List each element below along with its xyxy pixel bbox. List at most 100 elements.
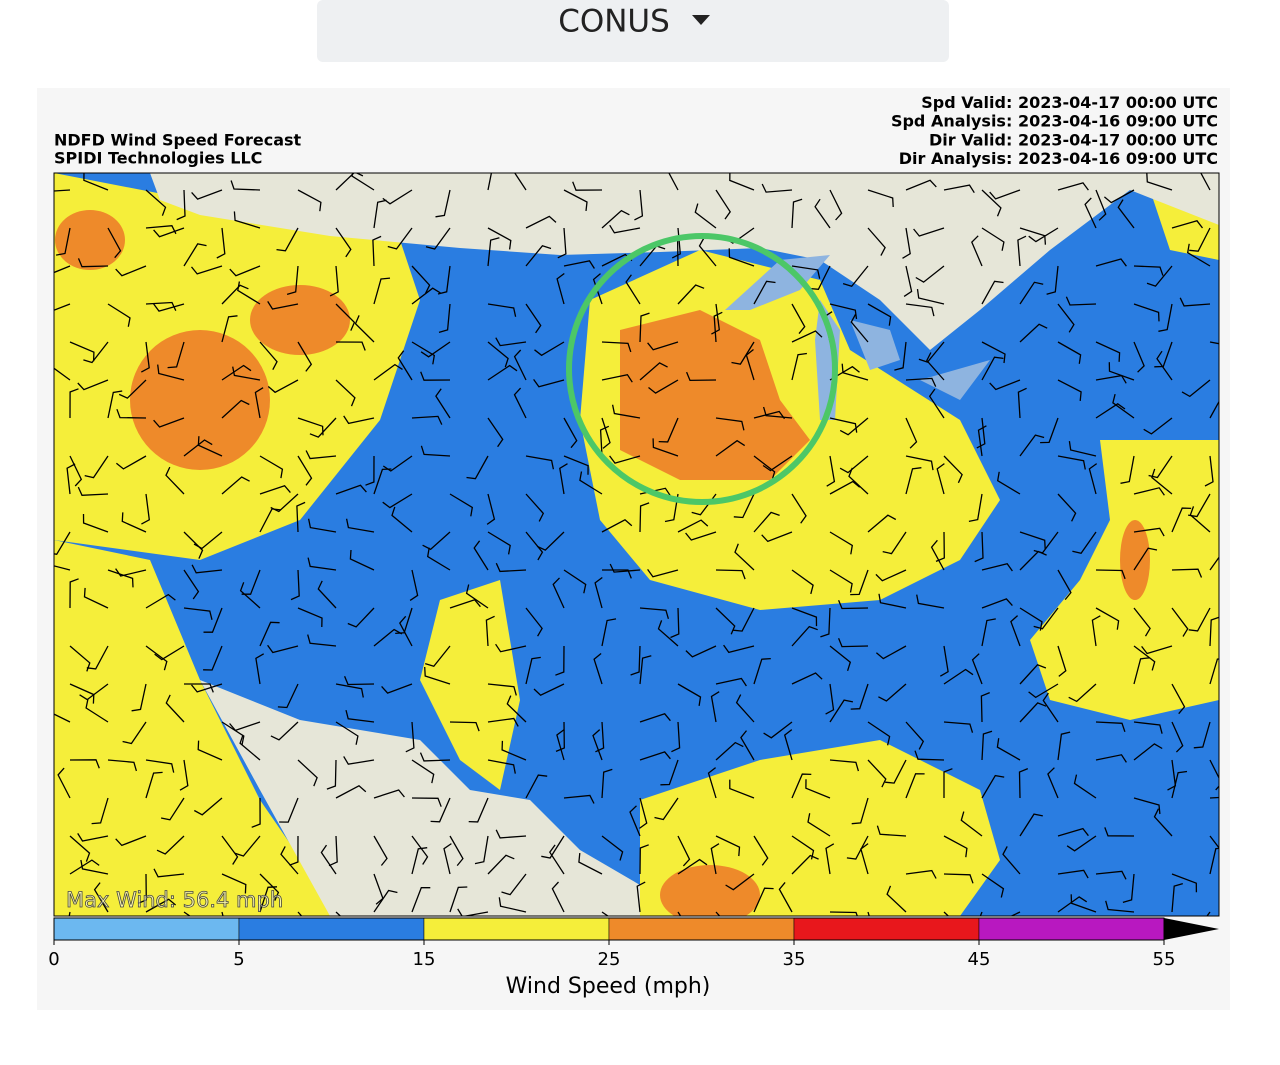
barb <box>1117 199 1135 229</box>
barb <box>791 265 821 279</box>
barb <box>107 303 131 327</box>
barb <box>233 211 261 229</box>
barb <box>677 284 705 305</box>
barb <box>1153 808 1173 837</box>
barb <box>115 265 147 277</box>
barb <box>943 184 975 194</box>
barb <box>525 303 542 334</box>
barb <box>165 694 185 723</box>
dropdown[interactable] <box>317 0 949 62</box>
colorbar: 0 5 15 25 35 45 55 <box>48 917 1219 970</box>
barb <box>411 759 435 784</box>
barb <box>698 237 717 267</box>
barb <box>297 607 323 628</box>
barb <box>745 348 755 381</box>
barb <box>259 455 284 479</box>
barb <box>86 645 109 670</box>
barb <box>715 569 746 580</box>
barb <box>449 835 464 867</box>
barb <box>707 767 717 799</box>
barb <box>317 580 337 609</box>
barb <box>290 569 300 601</box>
barb <box>335 721 359 745</box>
barb <box>1156 350 1173 381</box>
barb <box>297 341 313 372</box>
barb <box>981 227 1005 251</box>
barb <box>154 645 185 661</box>
barb <box>1017 235 1027 267</box>
barb <box>670 607 680 639</box>
barb <box>648 379 679 394</box>
barb <box>943 721 974 733</box>
dropdown-caret[interactable] <box>692 15 710 25</box>
barb <box>885 759 907 784</box>
barb <box>197 740 223 761</box>
barb <box>351 173 375 191</box>
barb <box>420 445 451 457</box>
barb <box>1133 797 1161 815</box>
barb <box>115 568 147 577</box>
barb <box>239 734 261 761</box>
barb <box>996 738 1021 761</box>
barb <box>425 645 451 668</box>
barb <box>848 467 869 495</box>
barb <box>267 644 299 654</box>
barb <box>601 835 624 861</box>
barb <box>286 265 299 296</box>
barb <box>373 835 388 866</box>
barb <box>639 502 650 533</box>
highlight-circle <box>566 233 838 505</box>
barb <box>411 265 431 294</box>
barb <box>905 179 937 191</box>
barb <box>276 227 299 252</box>
barb <box>1057 455 1086 470</box>
barb <box>176 189 186 221</box>
barb <box>69 455 83 487</box>
barb <box>437 265 451 295</box>
barb <box>1057 569 1072 601</box>
barb <box>69 578 79 609</box>
barb <box>639 751 671 761</box>
barb <box>203 607 223 633</box>
barb <box>335 785 367 799</box>
barb <box>513 349 527 381</box>
barb <box>981 189 1002 217</box>
barb <box>190 683 223 693</box>
barb <box>636 881 646 913</box>
barb <box>685 371 717 382</box>
barb <box>725 873 755 891</box>
barb <box>179 759 189 791</box>
barb <box>435 388 451 419</box>
barb <box>411 797 442 807</box>
barb <box>563 455 589 475</box>
barb <box>232 366 261 381</box>
barb <box>409 569 419 601</box>
barb <box>239 582 261 609</box>
barb <box>449 886 468 913</box>
barb <box>913 227 945 237</box>
barb <box>486 493 496 525</box>
barb <box>465 584 489 609</box>
barb <box>66 463 76 495</box>
barb <box>1181 379 1211 398</box>
dropdown-label[interactable]: CONUS <box>558 4 670 40</box>
barb <box>335 173 364 191</box>
barb <box>426 547 451 571</box>
barb <box>487 173 493 191</box>
barb <box>1209 835 1219 849</box>
barb <box>1133 657 1150 685</box>
barb <box>525 455 555 470</box>
colorbar-segment <box>608 917 795 941</box>
barb <box>525 607 543 637</box>
colorbar-tick-label: 0 <box>48 949 59 970</box>
barb <box>1095 189 1107 221</box>
barb <box>791 493 807 524</box>
barb <box>578 853 603 875</box>
barb <box>981 618 996 647</box>
colorbar-tick-label: 5 <box>233 949 244 970</box>
barb <box>1028 227 1059 243</box>
barb <box>837 638 869 648</box>
barb <box>1019 531 1046 550</box>
barb <box>592 729 603 761</box>
